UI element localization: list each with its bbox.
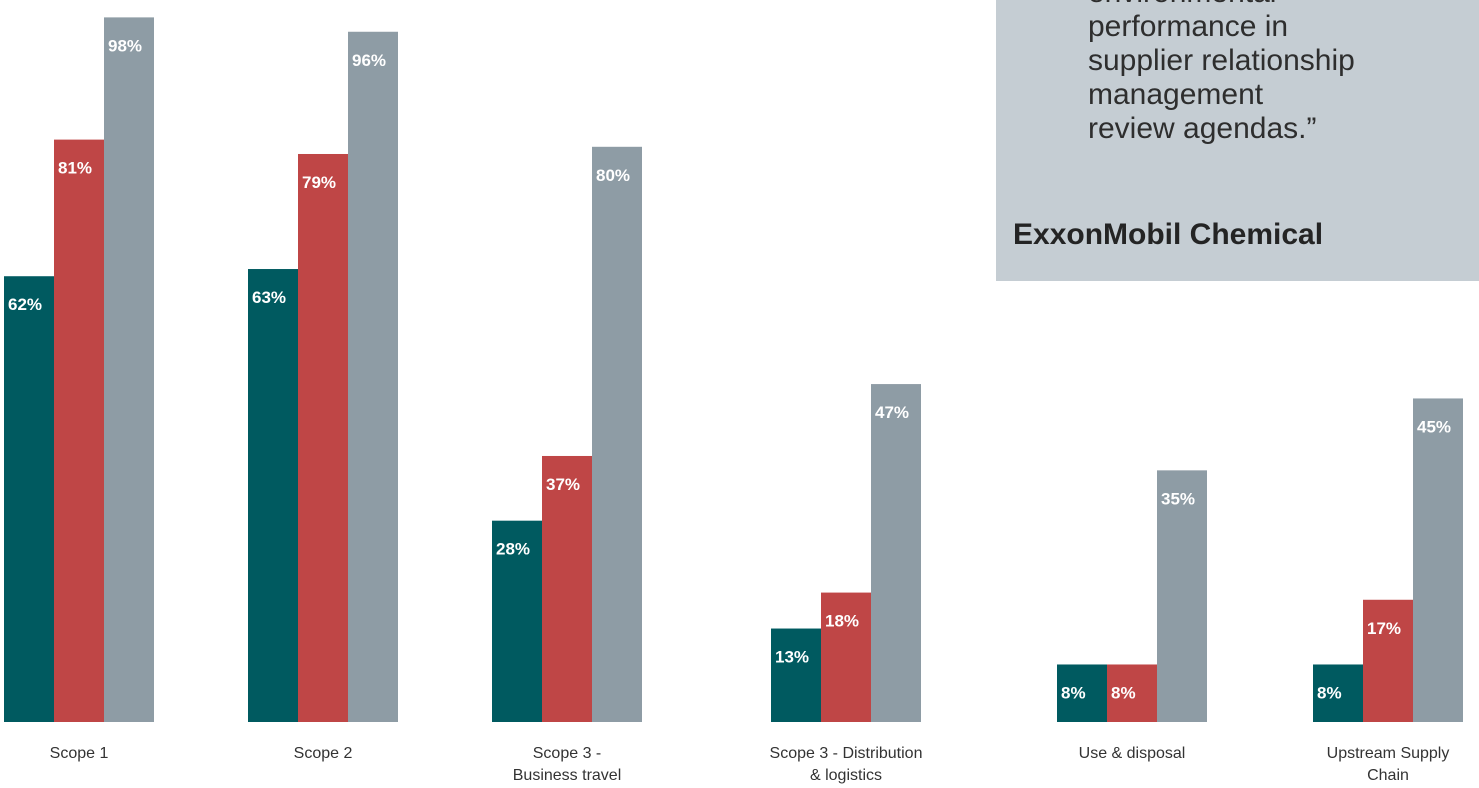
bar <box>1363 599 1413 722</box>
bar-value-label: 18% <box>825 612 859 631</box>
bar-value-label: 28% <box>496 540 530 559</box>
quote-box: environmental performance in supplier re… <box>996 0 1479 281</box>
bar <box>248 269 298 722</box>
category-label: Use & disposal <box>1079 745 1186 762</box>
category-label: Upstream Supply Chain <box>1327 745 1450 784</box>
category-label-line: Scope 2 <box>294 745 353 762</box>
bar-value-label: 98% <box>108 36 142 55</box>
quote-line: performance in <box>1088 10 1289 43</box>
category-label: Scope 1 <box>50 745 109 762</box>
bar-value-label: 47% <box>875 403 909 422</box>
bar-value-label: 17% <box>1367 619 1401 638</box>
bar-value-label: 80% <box>596 166 630 185</box>
quote-line: environmental <box>1088 0 1468 10</box>
bar-value-label: 8% <box>1111 683 1136 702</box>
category-label-line: & logistics <box>810 767 882 784</box>
bar-value-label: 8% <box>1061 683 1086 702</box>
bar <box>871 384 921 722</box>
quote-source: ExxonMobil Chemical <box>1013 218 1324 251</box>
quote-text: environmental performance in supplier re… <box>1088 0 1468 146</box>
quote-line: management <box>1088 78 1264 111</box>
category-labels-layer: Scope 1 Scope 2 Scope 3 -Business travelSc… <box>50 745 1450 784</box>
category-label: Scope 2 <box>294 745 353 762</box>
bar-value-label: 8% <box>1317 683 1342 702</box>
bar <box>4 276 54 722</box>
category-label-line: Scope 1 <box>50 745 109 762</box>
bar <box>492 520 542 722</box>
bar <box>348 31 398 722</box>
bar-value-label: 63% <box>252 288 286 307</box>
category-label: Scope 3 - Business travel <box>513 745 622 784</box>
category-label-line: Upstream Supply <box>1327 745 1450 762</box>
bars-layer <box>4 17 1463 723</box>
bar-value-label: 79% <box>302 173 336 192</box>
bar <box>1413 398 1463 722</box>
bar-value-label: 45% <box>1417 417 1451 436</box>
bar <box>54 139 104 723</box>
bar <box>821 592 871 722</box>
bar-value-label: 96% <box>352 51 386 70</box>
bar-value-label: 62% <box>8 295 42 314</box>
bar <box>542 455 592 722</box>
category-label-line: Use & disposal <box>1079 745 1186 762</box>
category-label: Scope 3 - Distribution & logistics <box>770 745 923 784</box>
bar-value-label: 37% <box>546 475 580 494</box>
category-label-line: Business travel <box>513 767 622 784</box>
quote-line: supplier relationship <box>1088 44 1355 77</box>
quote-line: review agendas.” <box>1088 112 1317 145</box>
bar <box>771 628 821 722</box>
category-label-line: Scope 3 - Distribution <box>770 745 923 762</box>
bar <box>1313 664 1363 722</box>
category-label-line: Chain <box>1367 767 1409 784</box>
bar <box>104 17 154 722</box>
bar <box>1107 664 1157 722</box>
bar-value-label: 35% <box>1161 489 1195 508</box>
category-label-line: Scope 3 - <box>533 745 601 762</box>
bar <box>1057 664 1107 722</box>
bar <box>1157 470 1207 722</box>
bar <box>592 146 642 723</box>
bar-value-label: 81% <box>58 159 92 178</box>
bar-labels-layer: 62% 81% 98% 63% 79% 96% 28% 37% 80% 13% 18% 47% 8% 8%… <box>8 36 1451 702</box>
bar-value-label: 13% <box>775 648 809 667</box>
bar <box>298 153 348 723</box>
